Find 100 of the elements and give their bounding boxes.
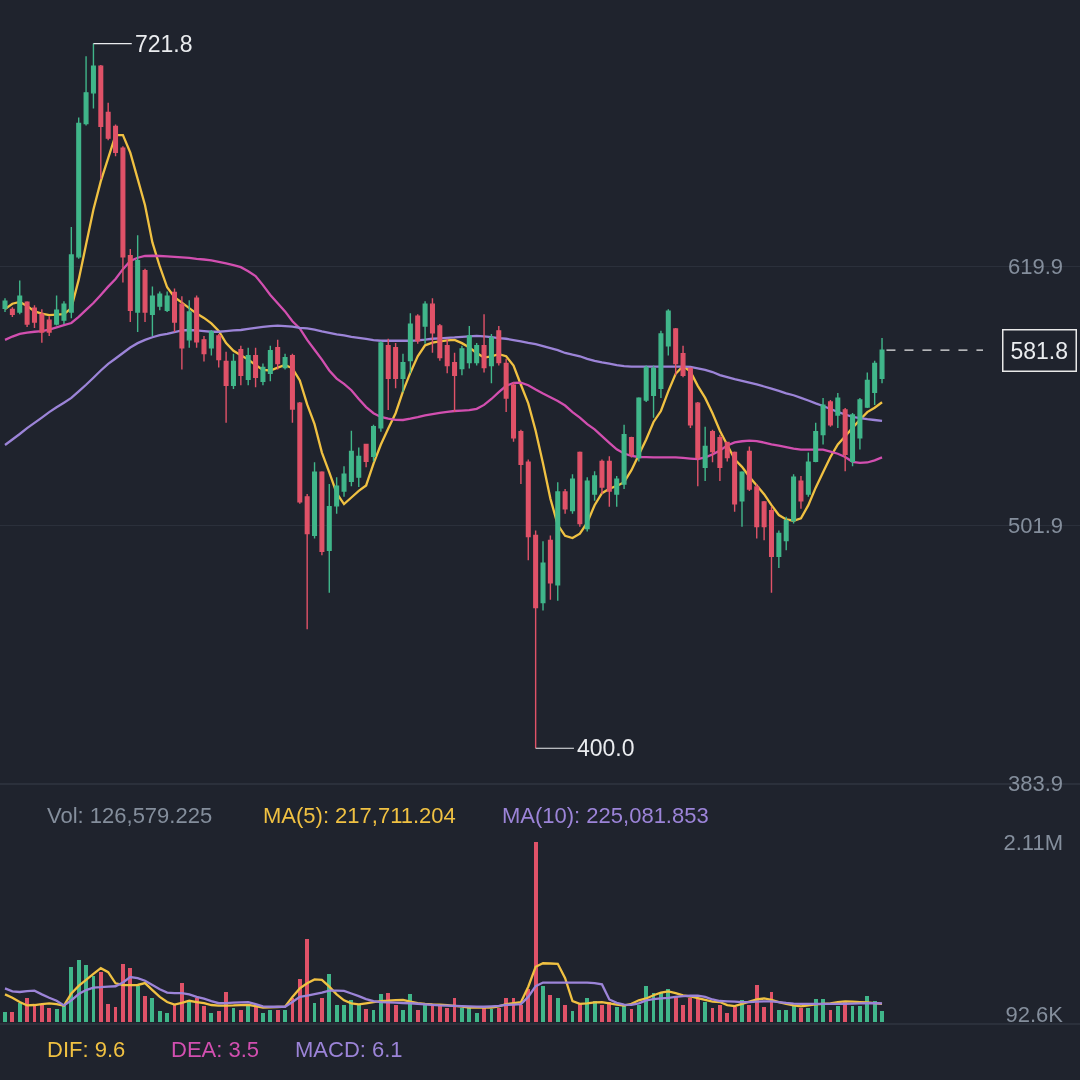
bar xyxy=(696,998,700,1023)
candlestick xyxy=(768,506,774,594)
bar xyxy=(482,1008,486,1023)
bar xyxy=(851,1006,854,1023)
candlestick xyxy=(621,424,627,490)
candlestick xyxy=(9,306,15,318)
bar xyxy=(33,1006,36,1023)
y-tick-label: 2.11M xyxy=(1003,830,1063,856)
candlestick xyxy=(312,461,318,540)
candlestick xyxy=(717,433,723,482)
bar xyxy=(460,1008,464,1023)
bar xyxy=(637,1005,641,1023)
candlestick xyxy=(599,458,605,495)
candlestick xyxy=(842,407,848,472)
text: DIF: 9.6 xyxy=(47,1037,126,1062)
bar xyxy=(688,998,692,1023)
candlestick xyxy=(474,342,480,367)
candlestick xyxy=(186,299,192,349)
bar xyxy=(733,1007,737,1023)
bar xyxy=(10,1012,14,1023)
candlestick xyxy=(260,362,266,386)
candlestick xyxy=(326,483,332,594)
candlestick xyxy=(363,442,369,468)
bar xyxy=(106,1004,110,1023)
candlestick xyxy=(813,422,819,463)
bar xyxy=(55,1009,59,1023)
candlestick xyxy=(518,429,524,485)
candlestick xyxy=(282,352,288,371)
bar xyxy=(401,1010,405,1023)
y-tick-label: 619.9 xyxy=(1007,254,1063,280)
y-tick-label: 92.6K xyxy=(1005,1002,1064,1028)
text: DEA: 3.5 xyxy=(171,1037,260,1062)
bar xyxy=(173,1005,176,1023)
candlestick xyxy=(370,424,377,463)
y-tick-label: 501.9 xyxy=(1007,512,1063,538)
line-series xyxy=(3,962,884,1009)
candlestick xyxy=(732,450,738,513)
bar xyxy=(143,996,147,1023)
candlestick xyxy=(879,337,885,384)
candlestick xyxy=(614,475,620,508)
candlestick xyxy=(90,42,96,110)
candlestick xyxy=(61,300,67,325)
line-series xyxy=(3,254,884,465)
candlestick xyxy=(289,352,295,424)
candlestick xyxy=(872,359,878,406)
bar xyxy=(578,1004,582,1023)
candlestick xyxy=(230,352,236,390)
candlestick xyxy=(437,323,443,362)
bar xyxy=(372,1010,375,1023)
bar xyxy=(534,842,538,1023)
candlestick xyxy=(606,455,612,508)
bar xyxy=(232,1008,235,1023)
y-tick-label: 383.9 xyxy=(1007,771,1063,797)
candlestick xyxy=(68,226,74,319)
bar xyxy=(622,1006,626,1023)
candlestick xyxy=(658,330,664,399)
bar xyxy=(261,1013,265,1023)
bar xyxy=(563,1005,567,1023)
candlestick xyxy=(83,55,89,127)
candlestick xyxy=(39,308,45,344)
candlestick xyxy=(334,476,340,515)
candlestick xyxy=(142,267,148,323)
bar xyxy=(3,1012,7,1023)
annotation: 400.0 xyxy=(577,735,635,761)
bar xyxy=(873,1001,877,1023)
bar xyxy=(777,1010,781,1023)
candlestick xyxy=(481,313,487,374)
bar xyxy=(718,1005,722,1023)
bar xyxy=(681,1005,685,1023)
candlestick xyxy=(783,516,789,551)
candlestick xyxy=(850,412,856,467)
candlestick xyxy=(547,534,553,601)
bar xyxy=(136,986,140,1023)
candlestick xyxy=(665,308,671,357)
candlestick xyxy=(569,473,575,515)
candlestick xyxy=(835,392,841,429)
candlestick xyxy=(113,123,119,157)
candlestick xyxy=(710,429,716,463)
candlestick xyxy=(429,297,435,354)
annotation: MA(10): 225,081.853 xyxy=(502,803,709,828)
bar xyxy=(114,1007,117,1023)
candlestick xyxy=(356,446,362,488)
bar xyxy=(600,1005,604,1023)
bar xyxy=(571,1011,574,1023)
candlestick xyxy=(651,364,657,419)
candlestick xyxy=(754,483,760,540)
candlestick xyxy=(724,440,730,463)
bar xyxy=(475,1013,479,1023)
candlestick xyxy=(17,279,23,315)
bar xyxy=(445,1008,449,1023)
candlestick xyxy=(687,366,693,429)
bar xyxy=(615,1007,619,1023)
candlestick xyxy=(496,325,502,367)
ref-line-label: 581.8 xyxy=(1010,337,1069,364)
bar xyxy=(674,996,678,1023)
bar xyxy=(47,1008,51,1023)
bar xyxy=(84,965,88,1023)
candlestick xyxy=(422,300,428,345)
candlestick xyxy=(628,435,634,459)
candlestick xyxy=(592,470,598,502)
